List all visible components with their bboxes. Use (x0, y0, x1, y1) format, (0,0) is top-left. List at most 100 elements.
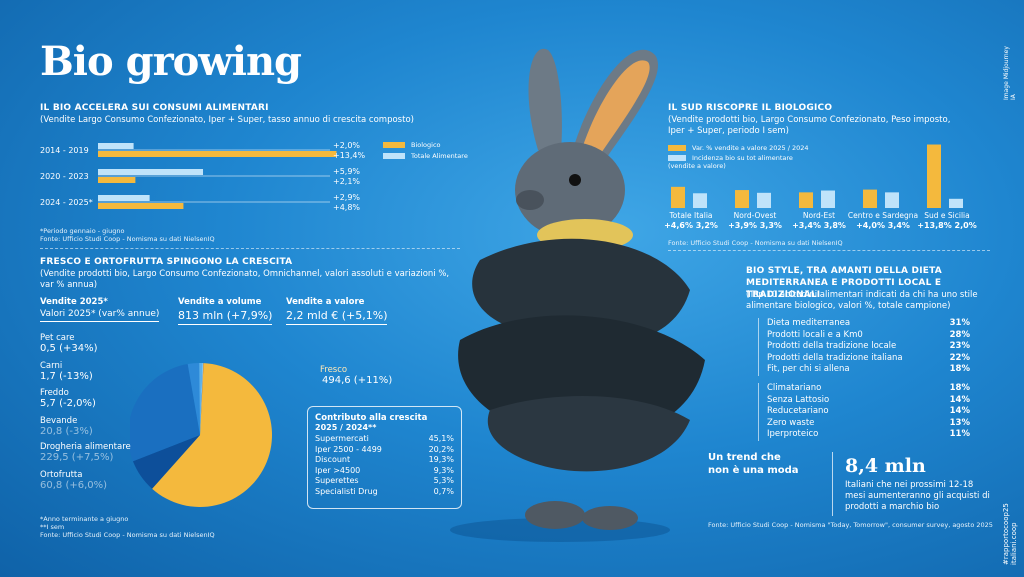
bar-totale (98, 143, 134, 149)
habit-value: 23% (949, 341, 970, 351)
contrib-row-label: Discount (315, 455, 351, 464)
col3-title: Vendite a valore (286, 297, 365, 307)
pie-label-value: 494,6 (+11%) (322, 375, 393, 386)
region-label: Sud e Sicilia (924, 211, 969, 220)
habit-label: Prodotti della tradizione italiana (767, 352, 903, 363)
bar-biologico (98, 177, 136, 183)
legend-label-var: Var. % vendite a valore 2025 / 2024 (692, 144, 809, 152)
pie-label-freddo: Freddo 5,7 (-2,0%) (40, 388, 96, 409)
habit-row: Reducetariano 14% (758, 406, 970, 418)
trend-description: Italiani che nei prossimi 12-18 mesi aum… (845, 480, 990, 512)
section2-note2: **I sem (40, 523, 65, 531)
bar-incidenza (757, 192, 771, 208)
habit-value: 28% (949, 329, 970, 340)
contrib-row-value: 9,3% (433, 465, 454, 475)
trend-big-number: 8,4 mln (845, 455, 926, 477)
section1-note: *Periodo gennaio - giugno (40, 227, 125, 235)
habit-value: 18% (949, 383, 970, 393)
section3-source: Fonte: Ufficio Studi Coop - Nomisma su d… (668, 239, 843, 247)
pie-label-ortofrutta: Ortofrutta 60,8 (+6,0%) (40, 470, 107, 491)
habit-label: Iperproteico (767, 429, 819, 439)
contrib-row: Discount 19,3% (315, 455, 454, 466)
region-label: Totale Italia (668, 211, 712, 220)
habit-label: Dieta mediterranea (767, 318, 851, 328)
pie-label-name: Bevande (40, 416, 78, 426)
section2-source: Fonte: Ufficio Studi Coop - Nomisma su d… (40, 531, 215, 539)
pie-slice-bevande (187, 363, 200, 435)
bar-label-biologico: +2,1% (333, 177, 360, 186)
growth-bar-chart: 2014 - 2019+2,0%+13,4%2020 - 2023+5,9%+2… (40, 141, 366, 212)
section2-note1: *Anno terminante a giugno (40, 515, 129, 523)
bar-label-totale: +2,9% (333, 193, 360, 202)
legend-var: Var. % vendite a valore 2025 / 2024 (668, 144, 809, 152)
contrib-row-label: Supermercati (315, 434, 369, 443)
contrib-row: Specialisti Drug 0,7% (315, 487, 454, 498)
pie-label-value: 5,7 (-2,0%) (40, 398, 96, 409)
side-footer: #rapportocoop25 italiani.coop (1002, 503, 1018, 565)
contrib-row-value: 0,7% (433, 486, 454, 496)
bar-label-totale: +5,9% (333, 167, 360, 176)
section2-subtitle: (Vendite prodotti bio, Largo Consumo Con… (40, 269, 450, 290)
section1-subtitle: (Vendite Largo Consumo Confezionato, Ipe… (40, 115, 414, 125)
image-credit: Image Midjourney IA (1003, 46, 1017, 100)
bar-label-biologico: +4,8% (333, 203, 360, 212)
rabbit-illustration (450, 48, 705, 542)
col3-value: 2,2 mld € (+5,1%) (286, 309, 388, 325)
region-label: Nord-Est (803, 211, 835, 220)
legend-swatch-incidenza (668, 155, 686, 161)
habit-row: Dieta mediterranea 31% (758, 318, 970, 330)
habit-label: Prodotti della tradizione locale (767, 341, 897, 351)
habit-row: Senza Lattosio 14% (758, 394, 970, 406)
section1-heading: IL BIO ACCELERA SUI CONSUMI ALIMENTARI (40, 103, 269, 113)
habit-row: Prodotti della tradizione italiana 22% (758, 352, 970, 364)
pie-label-value: 0,5 (+34%) (40, 343, 98, 354)
contrib-row-label: Iper >4500 (315, 465, 361, 475)
pie-slice-fresco (152, 363, 272, 507)
habit-value: 14% (949, 394, 970, 405)
trend-divider (832, 452, 833, 516)
legend-label-biologico: Biologico (411, 141, 441, 149)
habit-label: Fit, per chi si allena (767, 364, 850, 374)
habit-row: Prodotti locali e a Km0 28% (758, 329, 970, 341)
section4-subtitle: (Top 10 abitudini alimentari indicati da… (746, 290, 978, 311)
legend-incidenza: Incidenza bio su tot alimentare (vendite… (668, 154, 818, 170)
habit-value: 18% (949, 364, 970, 374)
pie-label-value: 1,7 (-13%) (40, 371, 93, 382)
contrib-rows: Supermercati 45,1% Iper 2500 - 4499 20,2% Di… (315, 434, 454, 497)
bar-incidenza (885, 192, 899, 208)
bar-incidenza (949, 198, 963, 208)
contrib-row-value: 20,2% (428, 444, 454, 454)
legend-label-totale: Totale Alimentare (411, 152, 468, 160)
contrib-row: Iper 2500 - 4499 20,2% (315, 445, 454, 456)
habit-value: 31% (949, 318, 970, 328)
pie-label-value: 229,5 (+7,5%) (40, 452, 114, 463)
col1-sub: Valori 2025* (var% annue) (40, 309, 160, 322)
habit-value: 13% (949, 417, 970, 428)
contrib-row-label: Iper 2500 - 4499 (315, 444, 382, 454)
pie-slice-freddo (199, 363, 203, 435)
pie-slice-ortofrutta (132, 435, 200, 489)
bar-label-biologico: +13,4% (333, 151, 366, 160)
category-pie-chart (130, 363, 272, 507)
col1-title: Vendite 2025* (40, 297, 108, 307)
habit-label: Senza Lattosio (767, 394, 830, 405)
pie-label-name: Ortofrutta (40, 470, 83, 480)
pie-label-name: Drogheria alimentare (40, 442, 131, 452)
habit-row: Iperproteico 11% (758, 429, 970, 441)
region-label: Nord-Ovest (734, 211, 777, 220)
category-label: 2020 - 2023 (40, 172, 89, 181)
contrib-row-label: Specialisti Drug (315, 486, 378, 496)
region-values: +4,6% 3,2% (664, 221, 718, 230)
section1-source: Fonte: Ufficio Studi Coop - Nomisma su d… (40, 235, 215, 243)
legend-biologico: Biologico (383, 141, 441, 149)
trend-source: Fonte: Ufficio Studi Coop - Nomisma "Tod… (708, 521, 993, 529)
pie-slice-pet-care (200, 363, 204, 435)
bar-biologico (98, 151, 337, 157)
habit-label: Reducetariano (767, 406, 829, 416)
habit-label: Climatariano (767, 383, 822, 393)
habits-group-2: Climatariano 18% Senza Lattosio 14% Reduceta… (758, 383, 970, 441)
habit-label: Prodotti locali e a Km0 (767, 329, 863, 340)
bar-totale (98, 195, 150, 201)
bar-totale (98, 169, 204, 175)
divider (40, 248, 460, 249)
